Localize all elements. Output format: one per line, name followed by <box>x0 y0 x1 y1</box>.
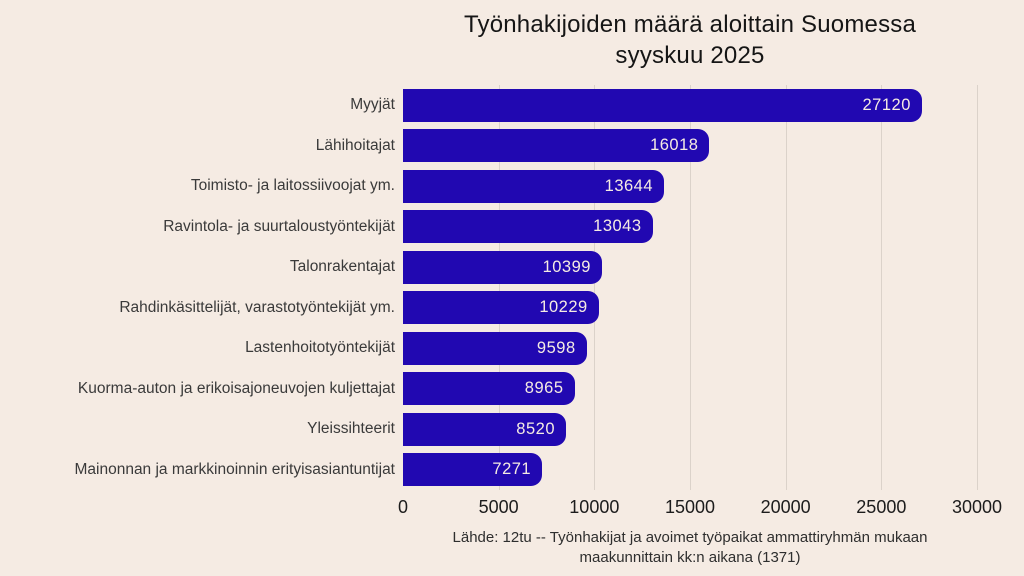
bar-value-label: 13043 <box>593 217 642 236</box>
bar: 8965 <box>403 372 575 406</box>
source-note-line-2: maakunnittain kk:n aikana (1371) <box>579 549 801 567</box>
x-tick-label: 10000 <box>569 497 620 517</box>
bar: 16018 <box>403 129 710 163</box>
bar-row: 9598 <box>403 328 977 369</box>
gridline <box>498 85 500 490</box>
bar-row: 27120 <box>403 85 977 126</box>
x-tick-label: 20000 <box>760 497 811 517</box>
bar: 10229 <box>403 291 599 325</box>
bar-value-label: 16018 <box>650 136 699 155</box>
category-axis: Myyjät Lähihoitajat Toimisto- ja laitossii… <box>0 85 395 490</box>
bar-row: 10399 <box>403 247 977 288</box>
bar-value-label: 7271 <box>492 460 532 479</box>
bar-row: 8520 <box>403 409 977 450</box>
bar-value-label: 27120 <box>862 95 911 114</box>
bar: 9598 <box>403 331 587 365</box>
category-label: Kuorma-auton ja erikoisajoneuvojen kulje… <box>77 379 395 397</box>
category-label: Mainonnan ja markkinoinnin erityisasiant… <box>74 460 395 478</box>
bar-row: 8965 <box>403 369 977 410</box>
category-label: Lastenhoitotyöntekijät <box>245 339 395 357</box>
category-label: Yleissihteerit <box>307 420 395 438</box>
bar: 10399 <box>403 250 602 284</box>
bar-value-label: 8520 <box>516 419 556 438</box>
gridline <box>785 85 787 490</box>
source-note: Lähde: 12tu -- Työnhakijat ja avoimet ty… <box>403 528 977 569</box>
x-tick-label: 5000 <box>478 497 519 517</box>
chart-title: Työnhakijoiden määrä aloittain Suomessa … <box>403 10 977 71</box>
bar-row: 16018 <box>403 126 977 167</box>
x-tick-label: 0 <box>397 497 409 517</box>
bar: 7271 <box>403 453 543 487</box>
chart-title-line-1: Työnhakijoiden määrä aloittain Suomessa <box>463 11 917 38</box>
x-axis: 0 5000 10000 15000 20000 25000 30000 <box>398 497 1002 519</box>
x-tick-label: 15000 <box>664 497 716 517</box>
bar-row: 7271 <box>403 450 977 491</box>
plot-area: 27120 16018 13644 13043 10399 10229 9598 8965 85… <box>403 85 978 491</box>
bar-row: 13644 <box>403 166 977 207</box>
category-label: Myyjät <box>350 96 395 114</box>
category-label: Ravintola- ja suurtaloustyöntekijät <box>163 217 395 235</box>
bar-value-label: 13644 <box>604 176 654 195</box>
source-note-line-1: Lähde: 12tu -- Työnhakijat ja avoimet ty… <box>452 529 928 546</box>
bar: 13644 <box>403 169 665 203</box>
gridline <box>690 85 691 490</box>
category-label: Toimisto- ja laitossiivoojat ym. <box>190 177 395 195</box>
bar-value-label: 10399 <box>542 257 591 276</box>
bar: 13043 <box>403 210 653 244</box>
gridline <box>881 85 883 490</box>
x-tick-label: 25000 <box>856 497 907 517</box>
bar-value-label: 9598 <box>536 338 576 357</box>
bar: 27120 <box>403 88 922 122</box>
x-tick-label: 30000 <box>951 497 1003 517</box>
bar: 8520 <box>403 412 567 446</box>
gridline <box>594 85 596 490</box>
chart-title-line-2: syyskuu 2025 <box>615 41 765 69</box>
bar-value-label: 8965 <box>524 379 564 398</box>
bar-row: 13043 <box>403 207 977 248</box>
bar-row: 10229 <box>403 288 977 329</box>
category-label: Lähihoitajat <box>315 136 395 154</box>
bar-value-label: 10229 <box>539 298 588 317</box>
category-label: Rahdinkäsittelijät, varastotyöntekijät y… <box>119 298 395 316</box>
category-label: Talonrakentajat <box>289 258 395 276</box>
gridline <box>977 85 978 490</box>
